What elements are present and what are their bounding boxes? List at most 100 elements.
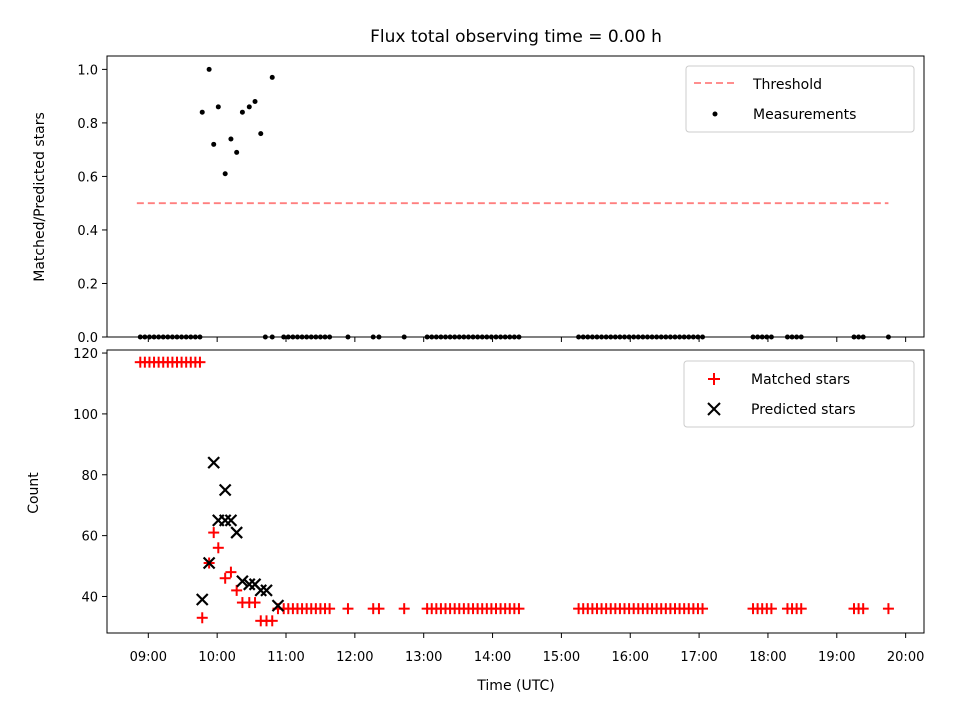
predicted-point — [218, 483, 232, 497]
measurement-point — [211, 141, 217, 147]
measurement-point — [151, 334, 157, 340]
measurement-point — [246, 104, 252, 110]
matched-point — [324, 603, 336, 615]
predicted-point — [195, 593, 209, 606]
matched-point — [266, 615, 278, 627]
legend-threshold-label: Threshold — [752, 77, 822, 93]
measurement-point — [663, 334, 669, 340]
count-legend-box — [683, 360, 915, 428]
measurement-point — [475, 334, 481, 340]
measurement-point — [677, 334, 683, 340]
measurement-point — [294, 334, 300, 340]
x-tick-label: 19:00 — [818, 650, 855, 665]
measurement-point — [290, 334, 296, 340]
measurement-point — [179, 334, 185, 340]
measurement-point — [160, 334, 166, 340]
ratio-y-tick-label: 0.4 — [77, 224, 98, 239]
x-tick-label: 09:00 — [130, 650, 167, 665]
measurement-point — [502, 334, 508, 340]
measurement-point — [580, 334, 586, 340]
measurement-point — [370, 334, 376, 340]
measurement-point — [137, 334, 143, 340]
measurement-point — [617, 334, 623, 340]
measurement-point — [654, 334, 660, 340]
measurement-point — [308, 334, 314, 340]
legend-measurement-label: Measurements — [753, 107, 856, 123]
measurement-point — [576, 334, 582, 340]
measurement-point — [146, 334, 152, 340]
measurement-point — [269, 74, 275, 80]
x-tick-label: 10:00 — [198, 650, 235, 665]
measurement-point — [313, 334, 319, 340]
measurement-point — [174, 334, 180, 340]
measurement-point — [401, 334, 407, 340]
measurement-point — [856, 334, 862, 340]
measurement-point — [681, 334, 687, 340]
measurement-point — [299, 334, 305, 340]
count-legend: Matched stars Predicted stars — [683, 360, 915, 428]
ratio-y-tick-label: 0.6 — [77, 170, 98, 185]
legend-predicted-label: Predicted stars — [751, 402, 856, 418]
matched-point — [219, 572, 231, 584]
matched-point — [231, 584, 243, 596]
measurement-point — [234, 149, 240, 155]
measurement-point — [484, 334, 490, 340]
measurement-point — [488, 334, 494, 340]
measurement-point — [452, 334, 458, 340]
ratio-legend: Threshold Measurements — [685, 65, 915, 133]
measurement-point — [658, 334, 664, 340]
measurement-point — [695, 334, 701, 340]
measurement-point — [649, 334, 655, 340]
measurement-point — [461, 334, 467, 340]
predicted-point — [243, 578, 256, 591]
matched-point — [857, 603, 869, 615]
matched-point — [795, 603, 807, 615]
matched-point — [513, 603, 525, 615]
measurement-point — [285, 334, 291, 340]
measurement-point — [304, 334, 310, 340]
measurement-point — [317, 334, 323, 340]
measurement-point — [585, 334, 591, 340]
ratio-y-tick-label: 1.0 — [77, 63, 98, 78]
predicted-point — [260, 584, 273, 597]
measurement-point — [192, 334, 198, 340]
x-tick-label: 11:00 — [267, 650, 304, 665]
measurement-point — [447, 334, 453, 340]
measurement-point — [327, 334, 333, 340]
count-y-tick-label: 120 — [73, 347, 98, 362]
matched-point — [196, 612, 208, 624]
measurement-point — [479, 334, 485, 340]
measurement-point — [206, 66, 212, 72]
x-tick-label: 20:00 — [887, 650, 924, 665]
measurement-point — [603, 334, 609, 340]
measurement-point — [690, 334, 696, 340]
measurement-point — [885, 334, 891, 340]
measurement-point — [169, 334, 175, 340]
measurement-point — [626, 334, 632, 340]
measurement-point — [794, 334, 800, 340]
legend-matched-swatch — [708, 373, 720, 385]
legend-matched-label: Matched stars — [751, 372, 850, 388]
matched-point — [342, 603, 354, 615]
measurement-point — [644, 334, 650, 340]
measurement-point — [322, 334, 328, 340]
ratio-y-tick-label: 0.8 — [77, 117, 98, 132]
count-y-tick-label: 100 — [73, 408, 98, 423]
measurement-point — [700, 334, 706, 340]
x-tick-label: 18:00 — [749, 650, 786, 665]
measurement-point — [188, 334, 194, 340]
ratio-y-tick-label: 0.2 — [77, 277, 98, 292]
measurement-point — [631, 334, 637, 340]
measurement-point — [635, 334, 641, 340]
measurement-point — [438, 334, 444, 340]
matched-point — [697, 603, 709, 615]
measurement-point — [429, 334, 435, 340]
measurement-point — [622, 334, 628, 340]
measurement-point — [789, 334, 795, 340]
measurement-point — [456, 334, 462, 340]
x-tick-label: 16:00 — [612, 650, 649, 665]
measurement-point — [759, 334, 765, 340]
x-tick-label: 14:00 — [474, 650, 511, 665]
predicted-point — [254, 584, 268, 597]
measurement-point — [511, 334, 517, 340]
